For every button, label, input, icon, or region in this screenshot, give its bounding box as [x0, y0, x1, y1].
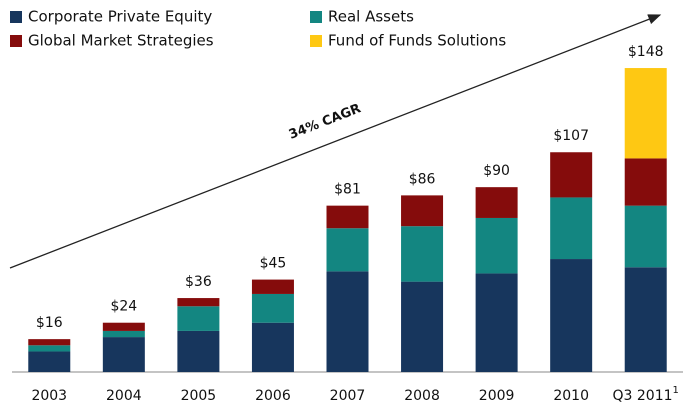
x-tick-label: 2010: [553, 388, 589, 404]
legend-label: Real Assets: [328, 8, 414, 26]
total-label: $81: [334, 182, 361, 198]
legend-label: Corporate Private Equity: [28, 8, 212, 26]
category: 2010: [553, 388, 589, 404]
x-tick-label: 2008: [404, 388, 440, 404]
bar-segment: [28, 339, 71, 346]
bar-segment: [550, 152, 593, 198]
total-label: $16: [36, 315, 63, 331]
legend-swatch: [10, 11, 22, 23]
bar-segment: [251, 322, 294, 372]
legend-swatch: [310, 35, 322, 47]
category: 2007: [330, 388, 366, 404]
bar-segment: [624, 158, 667, 206]
cagr-arrow: [9, 14, 662, 269]
bar-segment: [102, 322, 145, 331]
x-tick-label: 2005: [181, 388, 217, 404]
bar-segment: [102, 330, 145, 338]
category: 2009: [479, 388, 515, 404]
total-label: $107: [553, 128, 589, 144]
bar-segment: [624, 68, 667, 159]
category: 2006: [255, 388, 291, 404]
legend-label: Fund of Funds Solutions: [328, 32, 506, 50]
footnote-marker: 1: [673, 385, 679, 396]
x-tick-label: 2003: [31, 388, 67, 404]
total-label: $45: [260, 256, 287, 272]
bar-segment: [550, 197, 593, 260]
bar-segment: [177, 306, 220, 331]
bar-segment: [177, 298, 220, 307]
bar-segment: [624, 205, 667, 268]
category: 2004: [106, 388, 142, 404]
bar-segment: [475, 273, 518, 372]
bar-segment: [326, 271, 369, 372]
category: 2003: [31, 388, 67, 404]
bar-segment: [550, 259, 593, 372]
total-label: $90: [483, 163, 510, 179]
total-label: $86: [409, 171, 436, 187]
bar-segment: [326, 228, 369, 272]
category: Q3 2011: [613, 388, 673, 404]
x-tick-label: 2006: [255, 388, 291, 404]
total-label: $24: [110, 299, 137, 315]
x-tick-label: 2009: [479, 388, 515, 404]
bar-segment: [102, 337, 145, 372]
x-tick-label: 2007: [330, 388, 366, 404]
legend-label: Global Market Strategies: [28, 32, 214, 50]
legend-swatch: [10, 35, 22, 47]
bar-segment: [401, 195, 444, 227]
category: 2005: [181, 388, 217, 404]
bar-segment: [475, 187, 518, 218]
bar-segment: [28, 345, 71, 352]
bar-segment: [401, 281, 444, 372]
bar-segment: [475, 217, 518, 274]
bar-segment: [624, 267, 667, 372]
bar-segment: [401, 226, 444, 282]
bar-segment: [251, 293, 294, 323]
annotation: 34% CAGR: [287, 101, 363, 143]
x-tick-label: Q3 20111: [613, 385, 679, 404]
total-label: $36: [185, 274, 212, 290]
legend-swatch: [310, 11, 322, 23]
total-label: $148: [628, 44, 664, 60]
bar-segment: [326, 205, 369, 229]
x-tick-label: 2004: [106, 388, 142, 404]
bar-segment: [177, 330, 220, 372]
bar-segment: [251, 279, 294, 294]
category: 2008: [404, 388, 440, 404]
bar-segment: [28, 351, 71, 372]
